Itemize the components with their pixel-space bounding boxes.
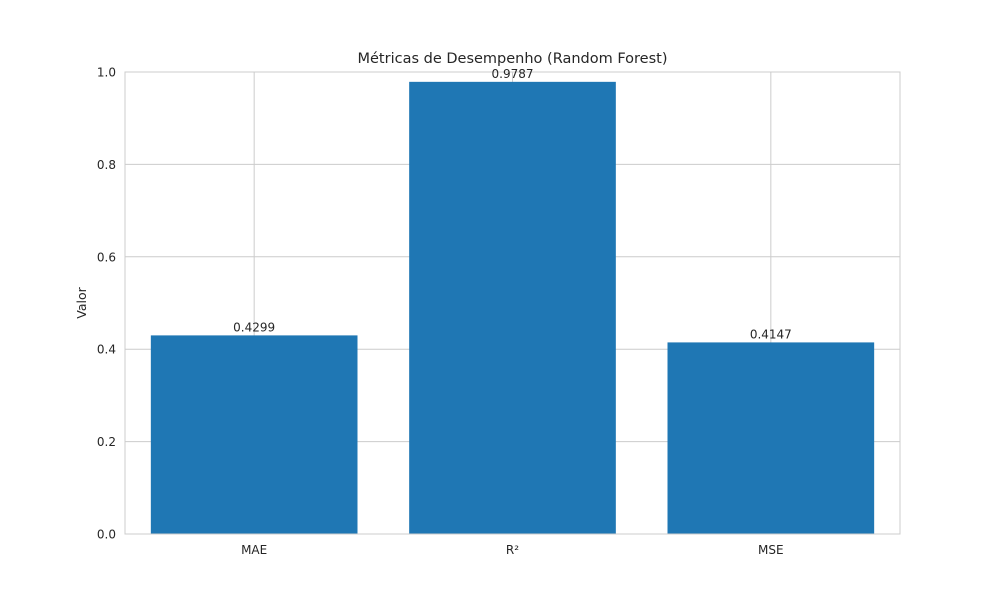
bar <box>409 81 616 534</box>
y-axis-label: Valor <box>74 286 89 318</box>
bar-value-label: 0.4299 <box>233 320 275 334</box>
plot-frame <box>124 71 901 535</box>
x-tick-label: MAE <box>241 543 267 557</box>
y-tick-label: 0.4 <box>97 343 116 357</box>
y-tick-label: 0.8 <box>97 158 116 172</box>
bar <box>667 342 875 534</box>
bars <box>150 81 875 534</box>
bar <box>150 335 358 534</box>
y-tick-label: 0.0 <box>97 528 116 542</box>
chart-title: Métricas de Desempenho (Random Forest) <box>358 51 668 67</box>
bar-value-labels: 0.4299 0.9787 0.4147 <box>233 67 792 342</box>
bar-value-label: 0.4147 <box>750 327 792 341</box>
x-tick-label: R² <box>506 543 519 557</box>
y-tick-label: 0.2 <box>97 435 116 449</box>
y-tick-label: 0.6 <box>97 250 116 264</box>
x-tick-label: MSE <box>758 543 784 557</box>
y-tick-label: 1.0 <box>97 66 116 80</box>
y-tick-labels: 0.0 0.2 0.4 0.6 0.8 1.0 <box>97 66 116 542</box>
x-tick-labels: MAE R² MSE <box>241 543 784 557</box>
bar-value-label: 0.9787 <box>492 67 534 81</box>
